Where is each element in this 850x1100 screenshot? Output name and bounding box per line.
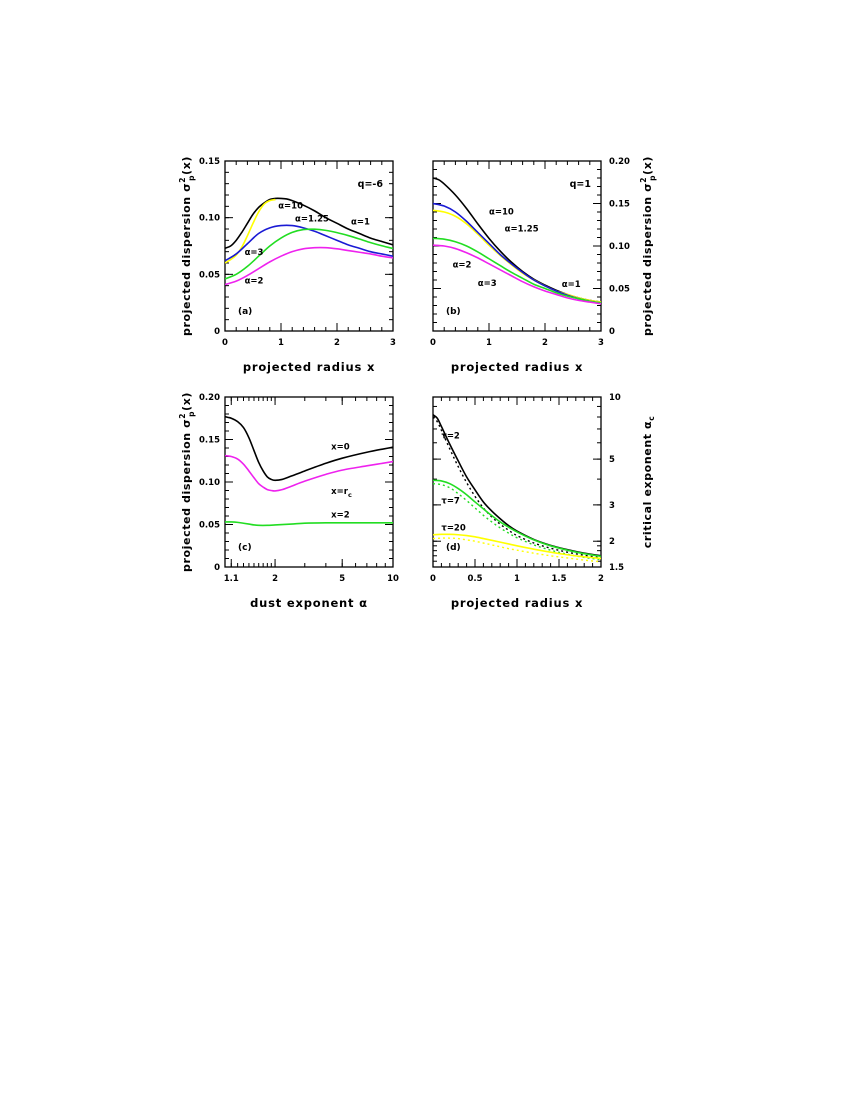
x-tick-label: 2: [542, 338, 548, 348]
y-axis-label: projected dispersion σ2p(x): [178, 156, 196, 336]
x-tick-label: 0: [222, 338, 228, 348]
panel-d: 0 0.5 1 1.5 2 1.5 2 3 5 10 τ=2 τ=7 τ=20 (d) projected …: [430, 393, 656, 610]
curve-label: α=3: [245, 248, 264, 258]
series-line--10: [225, 198, 276, 264]
y-tick-label: 1.5: [609, 563, 624, 573]
y-tick-label: 0.15: [199, 157, 220, 167]
x-axis-label: projected radius x: [451, 596, 583, 610]
plot-frame: [432, 396, 602, 568]
x-axis-label: dust exponent α: [250, 596, 368, 610]
x-tick-label: 1: [278, 338, 284, 348]
series-line--20: [433, 533, 601, 560]
curve-label: α=2: [453, 260, 472, 270]
series-group: [225, 197, 393, 286]
curve-label: α=10: [489, 208, 514, 218]
series-line--1: [225, 197, 393, 250]
curve-label: α=3: [478, 279, 497, 289]
panel-annotation: q=1: [570, 179, 591, 190]
y-tick-label: 0.10: [199, 478, 220, 488]
ticks: [432, 396, 602, 568]
plot-frame: [224, 396, 394, 568]
x-tick-label: 1.5: [551, 574, 566, 584]
y-tick-label: 0.10: [199, 214, 220, 224]
x-tick-label: 1.1: [224, 574, 239, 584]
curve-label: τ=7: [441, 496, 460, 506]
curve-label: α=2: [245, 276, 264, 286]
curve-label: α=1: [351, 217, 370, 227]
curve-label: x=rc: [331, 487, 352, 499]
ticks: [224, 160, 394, 332]
panel-a: 0 1 2 3 0 0.05 0.10 0.15 α=10 α=1.25 α=1 α=3 α=2 (a) q…: [178, 156, 396, 374]
curve-label: τ=2: [441, 431, 460, 441]
panel-c: 1.1 2 5 10 0 0.05 0.10 0.15 0.20 x=0 x=rc x=2 (c) dus…: [178, 392, 399, 610]
series-group: [225, 415, 393, 527]
y-tick-label: 0.20: [609, 157, 630, 167]
y-tick-label: 3: [609, 501, 615, 511]
y-tick-label: 5: [609, 455, 615, 465]
curve-label: τ=20: [441, 524, 465, 534]
panel-b: 0 1 2 300.050.100.150.20α=10α=1.25α=2α=3 α=1…: [430, 156, 657, 374]
panel-label: (a): [238, 307, 252, 317]
series-line-x-2: [225, 521, 393, 527]
x-tick-label: 2: [272, 574, 278, 584]
panel-label: (d): [446, 543, 461, 553]
x-tick-label: 2: [334, 338, 340, 348]
ticks: [225, 396, 394, 568]
series-group: [433, 177, 601, 305]
series-line-x-r-c: [225, 454, 393, 492]
series-line--2: [225, 246, 393, 286]
y-tick-label: 0: [214, 563, 220, 573]
plot-frame: [224, 160, 394, 332]
panel-annotation: q=-6: [358, 179, 384, 190]
x-tick-label: 10: [387, 574, 399, 584]
x-tick-label: 1: [486, 338, 492, 348]
series-line--3: [225, 228, 393, 280]
x-tick-label: 3: [598, 338, 604, 348]
panel-label: (c): [238, 543, 252, 553]
curve-label: α=1: [562, 280, 581, 290]
series-line--2-dotted: [433, 416, 601, 559]
x-tick-label: 3: [390, 338, 396, 348]
x-tick-label: 0: [430, 574, 436, 584]
x-tick-label: 5: [339, 574, 345, 584]
y-tick-label: 0.15: [609, 200, 630, 210]
curve-label: α=1.25: [505, 225, 539, 235]
y-tick-label: 0: [609, 327, 615, 337]
x-axis-label: projected radius x: [451, 360, 583, 374]
curve-label: x=0: [331, 443, 350, 453]
x-tick-label: 2: [598, 574, 604, 584]
series-line-x-0: [225, 415, 393, 482]
y-tick-label: 0.10: [609, 242, 630, 252]
y-tick-label: 2: [609, 537, 615, 547]
x-tick-label: 0: [430, 338, 436, 348]
y-tick-label: 0.20: [199, 393, 220, 403]
curve-label: α=1.25: [295, 215, 329, 225]
panel-label: (b): [446, 307, 461, 317]
series-line--20-dotted: [433, 537, 601, 563]
x-tick-label: 0.5: [467, 574, 482, 584]
curve-label: x=2: [331, 511, 350, 521]
y-axis-label: critical exponent αc: [641, 416, 656, 549]
y-tick-label: 0.05: [199, 270, 220, 280]
series-group: [433, 414, 601, 563]
y-tick-label: 0.05: [199, 521, 220, 531]
y-tick-label: 0.15: [199, 436, 220, 446]
y-tick-label: 10: [609, 393, 621, 403]
series-line--7: [433, 479, 601, 558]
series-line--7-dotted: [433, 483, 601, 561]
y-axis-label: projected dispersion σ2p(x): [178, 392, 196, 572]
curve-label: α=10: [278, 202, 303, 212]
y-tick-label: 0.05: [609, 285, 630, 295]
series-line--2: [433, 244, 601, 305]
plot-frame: [432, 160, 602, 332]
x-axis-label: projected radius x: [243, 360, 375, 374]
x-tick-label: 1: [514, 574, 520, 584]
y-tick-label: 0: [214, 327, 220, 337]
series-line--3: [433, 237, 601, 304]
y-axis-label: projected dispersion σ2p(x): [639, 156, 657, 336]
